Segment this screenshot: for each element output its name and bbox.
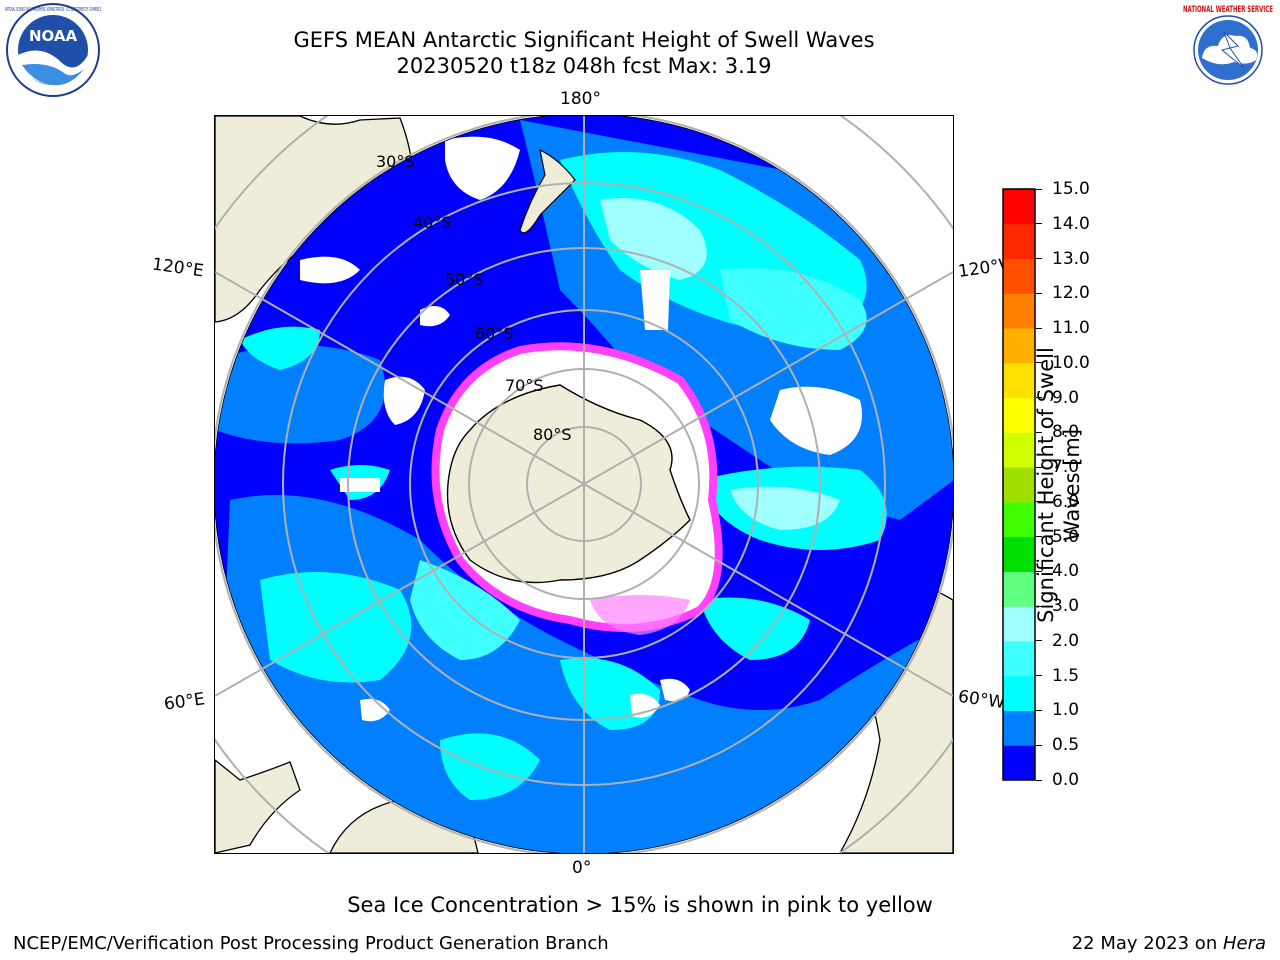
colorbar-tick-mark — [1036, 744, 1042, 746]
colorbar-tick-mark — [1036, 292, 1042, 294]
colorbar-swatch — [1003, 710, 1035, 746]
lon-label-180: 180° — [560, 89, 601, 109]
lon-label-0: 0° — [572, 858, 592, 878]
colorbar-tick-label: 3.0 — [1052, 596, 1080, 617]
colorbar-label: Significant Height of Swell Waves [m] — [1033, 335, 1093, 635]
colorbar-swatch — [1003, 467, 1035, 503]
colorbar-tick-mark — [1036, 605, 1042, 607]
lat-label-80s: 80°S — [533, 425, 572, 444]
colorbar-tick-label: 10.0 — [1052, 352, 1090, 373]
antarctica-land — [446, 384, 691, 584]
map-frame — [214, 115, 954, 854]
colorbar-tick-mark — [1036, 779, 1042, 781]
noaa-logo: NOAA NATIONAL OCEANIC AND ATMOSPHERIC AD… — [5, 3, 101, 97]
colorbar-tick-label: 0.5 — [1052, 735, 1080, 756]
colorbar-tick-label: 0.0 — [1052, 770, 1080, 790]
colorbar-tick-mark — [1036, 223, 1042, 225]
madagascar-land — [215, 759, 301, 853]
new-zealand-land — [519, 148, 576, 234]
lat-label-50s: 50°S — [445, 270, 484, 289]
colorbar-tick-mark — [1036, 397, 1042, 399]
sea-ice-note: Sea Ice Concentration > 15% is shown in … — [347, 893, 933, 917]
noaa-logo-ring-text: NATIONAL OCEANIC AND ATMOSPHERIC ADMINIS… — [5, 7, 101, 13]
date-text: 22 May 2023 on — [1071, 933, 1223, 954]
colorbar-tick-label: 13.0 — [1052, 248, 1090, 269]
colorbar-tick-label: 9.0 — [1052, 387, 1080, 408]
colorbar-swatch — [1003, 432, 1035, 468]
nws-logo-ring-text: NATIONAL WEATHER SERVICE — [1183, 5, 1273, 15]
colorbar-tick-mark — [1036, 501, 1042, 503]
colorbar-tick-label: 2.0 — [1052, 630, 1080, 651]
colorbar-frame — [1002, 188, 1036, 781]
lat-label-30s: 30°S — [376, 152, 415, 171]
colorbar-tick-mark — [1036, 362, 1042, 364]
colorbar-tick-mark — [1036, 258, 1042, 260]
colorbar-swatch — [1003, 362, 1035, 399]
colorbar-swatch — [1003, 328, 1035, 364]
colorbar — [1002, 188, 1036, 781]
colorbar-swatch — [1003, 397, 1035, 433]
colorbar-tick-mark — [1036, 188, 1042, 190]
chart-title: GEFS MEAN Antarctic Significant Height o… — [293, 28, 875, 52]
colorbar-swatch — [1003, 258, 1035, 294]
colorbar-tick-label: 7.0 — [1052, 457, 1080, 478]
graticule — [215, 116, 953, 853]
colorbar-tick-mark — [1036, 536, 1042, 538]
colorbar-tick-label: 4.0 — [1052, 561, 1080, 582]
colorbar-swatch — [1003, 745, 1035, 781]
colorbar-swatch — [1003, 571, 1035, 607]
lat-label-60s: 60°S — [475, 324, 514, 343]
colorbar-tick-mark — [1036, 640, 1042, 642]
colorbar-tick-label: 14.0 — [1052, 213, 1090, 234]
colorbar-tick-mark — [1036, 675, 1042, 677]
colorbar-tick-mark — [1036, 431, 1042, 433]
colorbar-tick-label: 8.0 — [1052, 422, 1080, 443]
noaa-logo-text: NOAA — [29, 27, 78, 45]
colorbar-swatch — [1003, 606, 1035, 642]
colorbar-swatch — [1003, 501, 1035, 538]
colorbar-swatch — [1003, 536, 1035, 572]
colorbar-swatch — [1003, 189, 1035, 225]
colorbar-tick-mark — [1036, 327, 1042, 329]
credit-text: NCEP/EMC/Verification Post Processing Pr… — [13, 933, 609, 954]
colorbar-label-line2: Waves [m] — [1060, 428, 1084, 542]
lat-label-70s: 70°S — [505, 376, 544, 395]
colorbar-label-line1: Significant Height of Swell — [1034, 347, 1058, 623]
lat-label-40s: 40°S — [413, 213, 452, 232]
nws-logo: NATIONAL WEATHER SERVICE — [1182, 4, 1274, 96]
colorbar-tick-mark — [1036, 570, 1042, 572]
colorbar-tick-label: 15.0 — [1052, 179, 1090, 199]
colorbar-tick-mark — [1036, 466, 1042, 468]
colorbar-tick-label: 11.0 — [1052, 318, 1090, 339]
machine-name: Hera — [1222, 933, 1266, 954]
colorbar-tick-label: 5.0 — [1052, 526, 1080, 547]
chart-subtitle: 20230520 t18z 048h fcst Max: 3.19 — [396, 54, 772, 78]
colorbar-swatch — [1003, 223, 1035, 260]
colorbar-swatch — [1003, 293, 1035, 329]
colorbar-tick-label: 6.0 — [1052, 491, 1080, 512]
colorbar-swatch — [1003, 675, 1035, 711]
colorbar-tick-label: 1.0 — [1052, 700, 1080, 721]
colorbar-swatch — [1003, 640, 1035, 677]
colorbar-tick-label: 1.5 — [1052, 665, 1080, 686]
colorbar-tick-mark — [1036, 709, 1042, 711]
date-stamp: 22 May 2023 on Hera — [1072, 933, 1266, 955]
colorbar-tick-label: 12.0 — [1052, 283, 1090, 304]
